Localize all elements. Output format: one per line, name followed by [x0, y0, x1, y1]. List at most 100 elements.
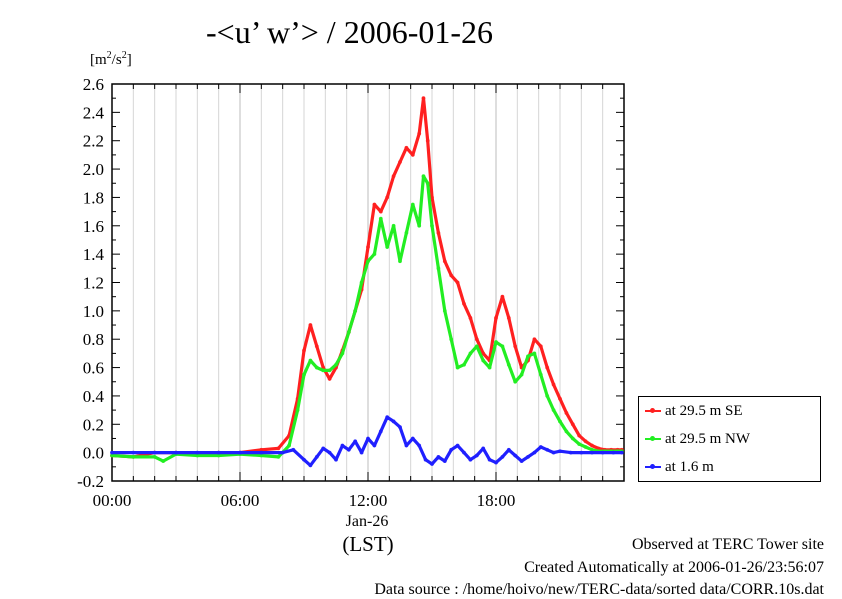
series-point-1 — [314, 365, 319, 370]
series-point-2 — [494, 460, 498, 465]
series-point-2 — [449, 447, 454, 452]
series-point-1 — [425, 181, 430, 186]
y-tick-label: 2.4 — [83, 103, 105, 122]
series-point-0 — [391, 174, 396, 179]
y-tick-label: 2.6 — [83, 75, 104, 94]
series-point-1 — [474, 344, 479, 349]
series-point-0 — [513, 344, 518, 349]
series-point-2 — [506, 447, 511, 452]
y-tick-label: 2.2 — [83, 132, 104, 151]
series-point-2 — [526, 454, 530, 459]
series-point-2 — [372, 443, 377, 448]
y-tick-label: 0.0 — [83, 444, 104, 463]
series-point-1 — [340, 351, 345, 356]
series-point-1 — [487, 365, 492, 370]
series-point-0 — [410, 152, 415, 157]
series-point-1 — [131, 454, 136, 459]
y-tick-label: -0.2 — [77, 472, 104, 491]
series-point-1 — [551, 408, 556, 413]
series-point-1 — [161, 459, 166, 464]
series-point-2 — [455, 443, 460, 448]
legend-swatch-nw — [645, 436, 661, 441]
series-point-0 — [259, 447, 264, 452]
series-point-0 — [314, 344, 319, 349]
legend-item-se: at 29.5 m SE — [645, 402, 743, 420]
series-point-0 — [366, 245, 370, 249]
series-point-1 — [570, 436, 575, 441]
x-tick-label: 18:00 — [477, 491, 516, 510]
series-point-0 — [385, 195, 390, 200]
series-point-1 — [500, 344, 505, 349]
series-point-2 — [340, 443, 345, 448]
series-point-1 — [519, 372, 524, 377]
series-point-2 — [391, 419, 396, 424]
series-point-0 — [276, 446, 281, 451]
series-point-1 — [353, 308, 358, 313]
series-point-0 — [449, 273, 454, 278]
series-point-1 — [538, 372, 543, 377]
legend-label-se: at 29.5 m SE — [665, 402, 743, 419]
series-point-2 — [321, 446, 326, 451]
series-point-1 — [295, 408, 300, 413]
series-point-1 — [404, 230, 409, 235]
series-point-1 — [346, 330, 351, 335]
series-point-2 — [474, 453, 479, 458]
series-point-2 — [442, 459, 447, 464]
series-point-2 — [353, 439, 358, 444]
series-point-1 — [308, 358, 313, 363]
series-point-0 — [462, 301, 466, 306]
series-point-0 — [468, 316, 473, 320]
series-line-0 — [110, 96, 624, 459]
series-point-1 — [410, 202, 415, 207]
unit-sup1: 2 — [106, 50, 112, 61]
y-tick-label: 1.8 — [83, 188, 104, 207]
series-point-2 — [280, 450, 285, 455]
series-point-1 — [449, 337, 454, 342]
series-point-0 — [302, 348, 306, 353]
series-point-1 — [577, 442, 582, 447]
series-point-2 — [430, 462, 434, 466]
footer-created: Created Automatically at 2006-01-26/23:5… — [524, 559, 824, 576]
series-point-2 — [366, 436, 370, 441]
series-point-0 — [564, 411, 569, 415]
series-point-0 — [558, 396, 562, 401]
series-point-2 — [238, 450, 242, 455]
series-point-2 — [513, 453, 518, 458]
x-tick-label: 06:00 — [221, 491, 260, 510]
series-point-0 — [551, 382, 556, 387]
series-point-1 — [590, 447, 594, 452]
series-point-0 — [378, 209, 383, 214]
series-point-1 — [385, 245, 390, 249]
x-axis-label: (LST) — [342, 532, 394, 556]
series-point-1 — [216, 453, 221, 458]
legend-label-nw: at 29.5 m NW — [665, 430, 750, 447]
series-point-1 — [378, 216, 383, 221]
series-point-0 — [577, 433, 582, 438]
series-point-0 — [596, 446, 601, 451]
series-point-2 — [436, 454, 441, 459]
x-sub-label: Jan-26 — [345, 513, 389, 530]
series-point-0 — [421, 96, 426, 101]
series-point-2 — [398, 425, 402, 430]
series-point-2 — [410, 436, 415, 441]
legend-swatch-1-6m — [645, 464, 661, 469]
series-point-1 — [195, 453, 200, 458]
series-point-1 — [462, 362, 466, 367]
x-tick-label: 00:00 — [93, 491, 132, 510]
series-point-2 — [131, 450, 136, 455]
series-point-2 — [462, 450, 466, 455]
y-tick-label: 1.4 — [83, 245, 105, 264]
series-point-0 — [583, 439, 588, 444]
series-point-2 — [532, 450, 537, 455]
series-point-0 — [494, 316, 498, 320]
series-point-1 — [110, 453, 114, 458]
series-point-1 — [558, 419, 562, 424]
series-point-0 — [538, 344, 543, 349]
unit-base: [m — [90, 52, 107, 68]
legend-item-nw: at 29.5 m NW — [645, 430, 750, 448]
series-point-2 — [579, 450, 584, 455]
series-point-1 — [532, 351, 537, 356]
series-point-2 — [174, 450, 178, 455]
series-point-2 — [500, 454, 505, 459]
series-point-1 — [494, 340, 498, 344]
